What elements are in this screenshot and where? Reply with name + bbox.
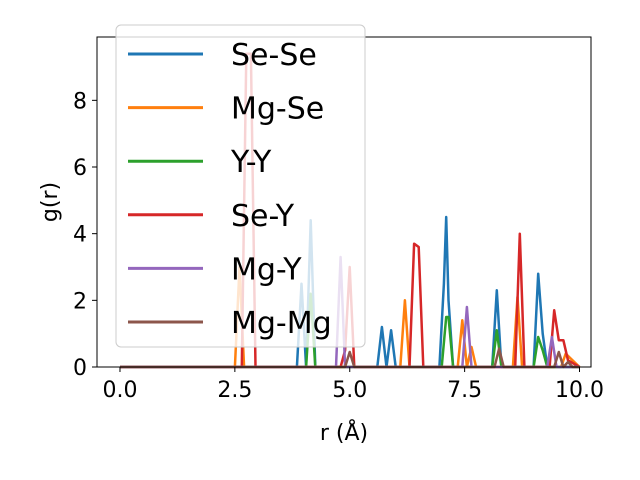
y-axis-label: g(r) <box>38 182 63 222</box>
x-tick-label: 10.0 <box>555 378 604 403</box>
x-tick-label: 2.5 <box>217 378 252 403</box>
x-tick-label: 7.5 <box>447 378 482 403</box>
legend-label-mg-y: Mg-Y <box>231 252 302 287</box>
legend-label-mg-mg: Mg-Mg <box>231 306 332 341</box>
x-tick-label: 5.0 <box>332 378 367 403</box>
series-line-mg-mg <box>120 347 580 369</box>
legend-box <box>115 24 366 348</box>
ticks-layer: 0.0 2.5 5.0 7.5 10.0 0 2 4 6 8 <box>73 89 604 403</box>
legend-label-se-y: Se-Y <box>231 199 295 234</box>
y-tick-label: 8 <box>73 89 87 114</box>
x-tick-label: 0.0 <box>102 378 137 403</box>
y-tick-label: 2 <box>73 289 87 314</box>
y-tick-label: 6 <box>73 156 87 181</box>
y-tick-label: 4 <box>73 223 87 248</box>
y-tick-label: 0 <box>73 356 87 381</box>
x-axis-label: r (Å) <box>320 419 368 446</box>
legend-label-y-y: Y-Y <box>230 145 272 180</box>
legend: Se-Se Mg-Se Y-Y Se-Y Mg-Y Mg-Mg <box>115 24 366 348</box>
legend-label-mg-se: Mg-Se <box>231 92 324 127</box>
legend-label-se-se: Se-Se <box>231 38 317 73</box>
